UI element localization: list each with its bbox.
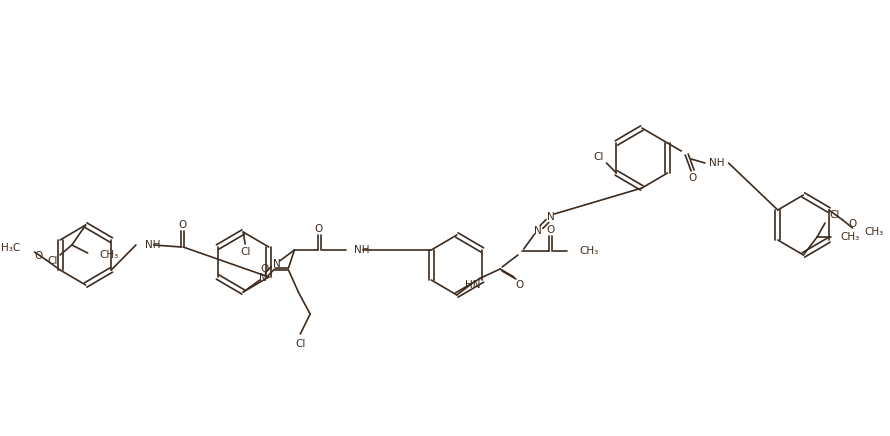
Text: NH: NH	[145, 240, 160, 250]
Text: N: N	[534, 226, 541, 236]
Text: O: O	[261, 264, 269, 274]
Text: CH₃: CH₃	[841, 232, 860, 242]
Text: Cl: Cl	[240, 247, 250, 257]
Text: O: O	[34, 251, 43, 261]
Text: CH₃: CH₃	[100, 250, 118, 260]
Text: Cl: Cl	[829, 210, 839, 220]
Text: N: N	[273, 259, 280, 269]
Text: O: O	[849, 219, 857, 229]
Text: Cl: Cl	[295, 339, 305, 349]
Text: Cl: Cl	[594, 152, 603, 162]
Text: O: O	[178, 220, 186, 230]
Text: H₃C: H₃C	[2, 243, 20, 253]
Text: N: N	[547, 212, 555, 222]
Text: N: N	[259, 273, 267, 283]
Text: O: O	[546, 225, 554, 235]
Text: HN: HN	[465, 280, 481, 290]
Text: O: O	[315, 224, 323, 234]
Text: CH₃: CH₃	[578, 246, 598, 256]
Text: NH: NH	[709, 158, 724, 168]
Text: O: O	[515, 280, 524, 290]
Text: NH: NH	[354, 245, 370, 255]
Text: CH₃: CH₃	[864, 227, 884, 237]
Text: Cl: Cl	[47, 256, 57, 266]
Text: O: O	[688, 173, 696, 183]
